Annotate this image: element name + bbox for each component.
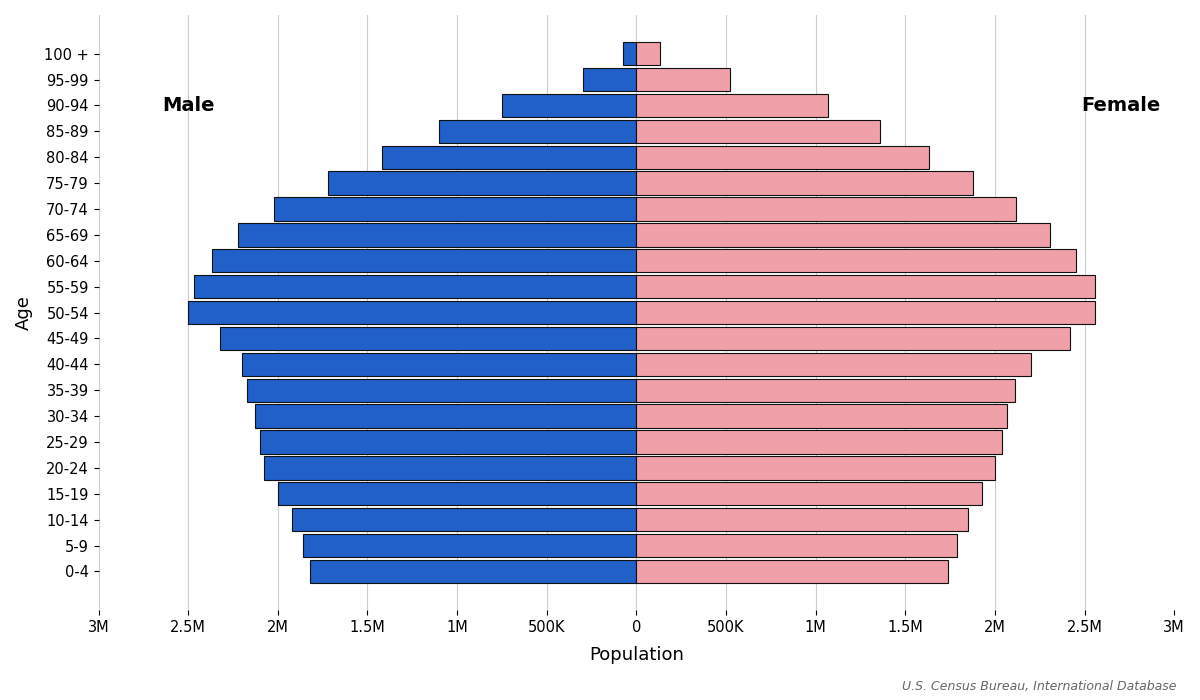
Bar [636,327,1070,350]
Bar [636,197,1016,220]
Text: Female: Female [1081,96,1160,115]
Bar [636,146,929,169]
Bar [221,327,636,350]
Bar [636,42,660,65]
Bar [188,301,636,324]
Bar [583,68,636,91]
Bar [636,482,983,505]
Bar [623,42,636,65]
Bar [636,456,995,480]
Y-axis label: Age: Age [14,295,34,330]
Bar [264,456,636,480]
Bar [636,534,958,557]
Bar [636,223,1050,246]
Bar [636,560,948,583]
Bar [278,482,636,505]
Bar [636,275,1096,298]
Bar [302,534,636,557]
Bar [636,430,1002,454]
Bar [502,94,636,117]
Text: U.S. Census Bureau, International Database: U.S. Census Bureau, International Databa… [901,680,1176,693]
Bar [439,120,636,143]
Bar [636,68,730,91]
Bar [636,94,828,117]
Bar [242,353,636,376]
Bar [636,301,1096,324]
Bar [211,249,636,272]
Bar [382,146,636,169]
Bar [193,275,636,298]
Bar [260,430,636,454]
Bar [247,379,636,402]
Bar [636,379,1015,402]
Bar [636,172,973,195]
Bar [636,120,880,143]
Bar [636,405,1008,428]
Bar [254,405,636,428]
X-axis label: Population: Population [589,646,684,664]
Bar [275,197,636,220]
Bar [636,249,1075,272]
Bar [636,508,968,531]
Bar [239,223,636,246]
Bar [636,353,1031,376]
Bar [328,172,636,195]
Bar [310,560,636,583]
Text: Male: Male [162,96,215,115]
Bar [292,508,636,531]
